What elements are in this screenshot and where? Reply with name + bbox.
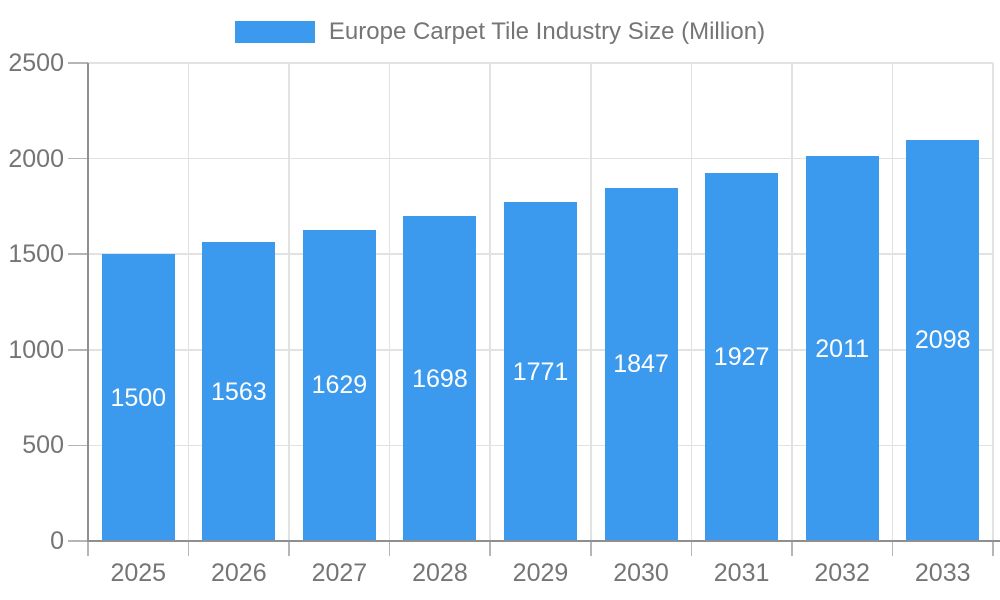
x-tick (590, 541, 592, 556)
gridline-v (992, 63, 994, 541)
y-axis-label: 0 (50, 527, 64, 555)
x-tick (891, 541, 894, 556)
bar[interactable]: 1629 (302, 229, 376, 541)
gridline-v (791, 63, 793, 541)
bar[interactable]: 2011 (805, 156, 879, 541)
y-tick (68, 62, 88, 64)
gridline-h (88, 62, 993, 64)
bar-value-label: 1771 (512, 357, 569, 386)
x-axis-label: 2030 (613, 559, 669, 587)
gridline-v (388, 63, 391, 541)
x-axis-label: 2032 (814, 559, 870, 587)
bar-value-label: 1629 (311, 371, 368, 400)
y-tick (68, 540, 88, 542)
x-axis-label: 2033 (914, 559, 971, 587)
bar[interactable]: 1698 (403, 216, 477, 541)
x-axis-label: 2025 (110, 559, 167, 587)
y-axis-label: 500 (22, 431, 64, 460)
legend-item[interactable]: Europe Carpet Tile Industry Size (Millio… (234, 18, 766, 45)
gridline-v (690, 63, 693, 541)
bar-value-label: 1500 (110, 383, 167, 412)
x-axis-label: 2031 (713, 559, 770, 587)
y-axis-label: 1500 (8, 240, 64, 269)
x-tick (489, 541, 491, 556)
x-axis-label: 2028 (412, 559, 468, 587)
y-tick (68, 444, 88, 447)
x-tick (187, 541, 190, 556)
legend-swatch (234, 21, 315, 43)
x-tick (288, 541, 290, 556)
x-tick (992, 541, 994, 556)
bar-value-label: 1847 (613, 350, 669, 379)
x-axis-label: 2029 (512, 559, 569, 587)
bar[interactable]: 1563 (202, 242, 276, 541)
gridline-v (891, 63, 894, 541)
gridline-v (590, 63, 592, 541)
bar-value-label: 1563 (211, 377, 267, 406)
x-tick (388, 541, 391, 556)
y-tick (68, 349, 88, 351)
bar-value-label: 1927 (713, 342, 770, 371)
x-axis-label: 2026 (211, 559, 267, 587)
bar-value-label: 2098 (914, 326, 971, 355)
y-axis-line (87, 63, 89, 542)
gridline-v (187, 63, 190, 541)
y-axis-label: 2000 (8, 144, 64, 173)
y-axis-label: 1000 (8, 335, 64, 364)
x-tick (791, 541, 793, 556)
gridline-v (489, 63, 491, 541)
x-tick (87, 541, 89, 556)
x-tick (690, 541, 693, 556)
bar[interactable]: 1771 (504, 202, 577, 541)
bar-value-label: 1698 (412, 364, 468, 393)
y-axis-label: 2500 (8, 49, 64, 77)
legend-label: Europe Carpet Tile Industry Size (Millio… (328, 18, 766, 45)
bar[interactable]: 1927 (705, 172, 779, 541)
x-axis-label: 2027 (311, 559, 368, 587)
bar[interactable]: 1500 (101, 254, 175, 541)
bar[interactable]: 1847 (604, 187, 678, 541)
y-tick (68, 157, 88, 160)
bar[interactable]: 2098 (906, 139, 980, 541)
legend: Europe Carpet Tile Industry Size (Millio… (0, 20, 1000, 44)
bar-value-label: 2011 (815, 334, 870, 363)
y-tick (68, 253, 88, 255)
gridline-v (288, 63, 290, 541)
